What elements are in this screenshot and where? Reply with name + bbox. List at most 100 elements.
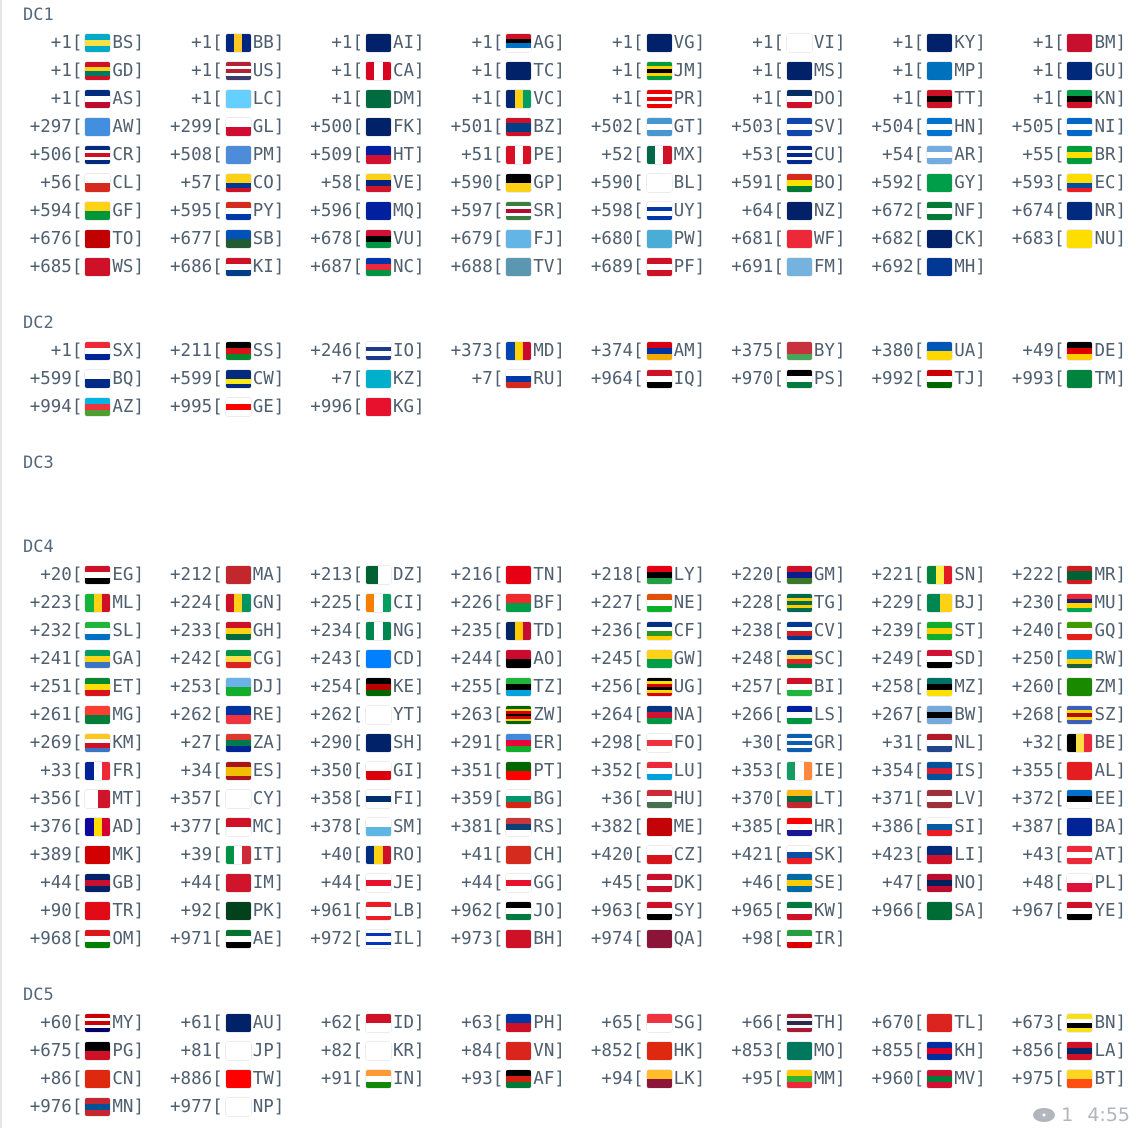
country-code-entry: +47[NO] <box>846 869 986 897</box>
country-iso: AU] <box>252 1013 285 1033</box>
country-iso: SR] <box>533 201 565 221</box>
dial-code: +389[ <box>29 845 83 865</box>
flag-tc-icon <box>506 62 532 80</box>
country-iso: CO] <box>252 173 285 193</box>
country-code-entry: +381[RS] <box>425 813 565 841</box>
dial-code: +95[ <box>741 1069 784 1089</box>
country-iso: VI] <box>813 33 846 53</box>
country-code-entry: +242[CG] <box>144 645 284 673</box>
country-iso: BB] <box>252 33 285 53</box>
country-code-entry: +378[SM] <box>285 813 424 841</box>
country-iso: BE] <box>1094 733 1127 753</box>
dial-code: +386[ <box>871 817 925 837</box>
country-code-entry: +374[AM] <box>565 337 705 365</box>
country-code-entry: +60[MY] <box>4 1009 144 1037</box>
dial-code: +597[ <box>450 201 504 221</box>
dial-code: +420[ <box>590 845 644 865</box>
dial-code: +27[ <box>180 733 223 753</box>
dial-code: +244[ <box>450 649 504 669</box>
country-code-entry: +1[TT] <box>846 85 986 113</box>
country-iso: JP] <box>252 1041 285 1061</box>
dial-code: +1[ <box>892 33 925 53</box>
dial-code: +683[ <box>1011 229 1065 249</box>
flag-by-icon <box>786 342 812 360</box>
flag-je-icon <box>365 874 391 892</box>
dial-code: +1[ <box>191 33 223 53</box>
flag-sm-icon <box>365 818 391 836</box>
dial-code: +682[ <box>871 229 925 249</box>
country-code-entry: +43[AT] <box>986 841 1126 869</box>
country-code-entry: +228[TG] <box>706 589 845 617</box>
country-code-entry: +962[JO] <box>425 897 565 925</box>
country-code-entry: +886[TW] <box>144 1065 284 1093</box>
country-code-entry: +685[WS] <box>4 253 144 281</box>
dial-code: +1[ <box>331 89 363 109</box>
dial-code: +44[ <box>320 873 363 893</box>
country-code-entry: +246[IO] <box>285 337 424 365</box>
dial-code: +380[ <box>871 341 925 361</box>
country-iso: KM] <box>112 733 144 753</box>
country-iso: SI] <box>954 817 986 837</box>
dial-code: +592[ <box>871 173 925 193</box>
country-code-entry: +1[CA] <box>285 57 424 85</box>
country-iso: TO] <box>112 229 144 249</box>
dial-code: +240[ <box>1011 621 1065 641</box>
flag-bf-icon <box>506 594 532 612</box>
flag-de-icon <box>1067 342 1093 360</box>
country-iso: TZ] <box>533 677 565 697</box>
dial-code: +57[ <box>180 173 223 193</box>
country-code-entry: +44[ JE] <box>285 869 425 897</box>
flag-mh-icon <box>927 258 953 276</box>
dial-code: +670[ <box>871 1013 925 1033</box>
dial-code: +30[ <box>741 733 784 753</box>
country-iso: JE] <box>392 873 425 893</box>
country-code-entry: +372[EE] <box>986 785 1126 813</box>
section-label-dc5: DC5 <box>23 985 54 1005</box>
country-code-entry: +355[AL] <box>986 757 1126 785</box>
country-iso: AF] <box>533 1069 565 1089</box>
flag-om-icon <box>85 930 111 948</box>
dial-code: +677[ <box>170 229 223 249</box>
flag-us-icon <box>225 62 251 80</box>
country-code-entry: +20[EG] <box>4 561 144 589</box>
country-code-entry: +261[MG] <box>4 701 144 729</box>
country-iso: FI] <box>392 789 425 809</box>
country-code-entry: +1[KY] <box>846 29 986 57</box>
country-code-entry: +220[GM] <box>706 561 845 589</box>
flag-mn-icon <box>85 1098 111 1116</box>
country-iso: GI] <box>392 761 425 781</box>
country-code-entry: +376[AD] <box>4 813 144 841</box>
country-iso: DJ] <box>252 677 285 697</box>
flag-dj-icon <box>225 678 251 696</box>
flag-tm-icon <box>1067 370 1093 388</box>
country-code-entry: +1[AI] <box>285 29 424 57</box>
country-iso: IL] <box>392 929 425 949</box>
country-code-entry: +971[AE] <box>144 925 284 953</box>
country-code-entry: +291[ER] <box>425 729 565 757</box>
flag-ga-icon <box>85 650 111 668</box>
dial-code: +594[ <box>29 201 83 221</box>
country-code-entry: +48[PL] <box>986 869 1126 897</box>
country-code-entry: +500[FK] <box>285 113 424 141</box>
dial-code: +852[ <box>590 1041 644 1061</box>
flag-ar-icon <box>927 146 953 164</box>
flag-bn-icon <box>1067 1014 1093 1032</box>
flag-cu-icon <box>786 146 812 164</box>
flag-za-icon <box>225 734 251 752</box>
flag-hr-icon <box>786 818 812 836</box>
country-iso: TW] <box>252 1069 285 1089</box>
country-code-entry: +977[NP] <box>144 1093 284 1121</box>
dial-code: +250[ <box>1011 649 1065 669</box>
flag-mq-icon <box>365 202 391 220</box>
country-iso: ET] <box>112 677 144 697</box>
country-iso: BG] <box>533 789 565 809</box>
country-iso: MN] <box>112 1097 144 1117</box>
flag-vi-icon <box>786 34 812 52</box>
country-code-entry: +677[SB] <box>144 225 284 253</box>
country-code-entry: +98[IR] <box>706 925 846 953</box>
flag-ec-icon <box>1067 174 1093 192</box>
country-code-entry: +595[PY] <box>144 197 284 225</box>
flag-ua-icon <box>927 342 953 360</box>
dial-code: +238[ <box>731 621 784 641</box>
flag-do-icon <box>786 90 812 108</box>
